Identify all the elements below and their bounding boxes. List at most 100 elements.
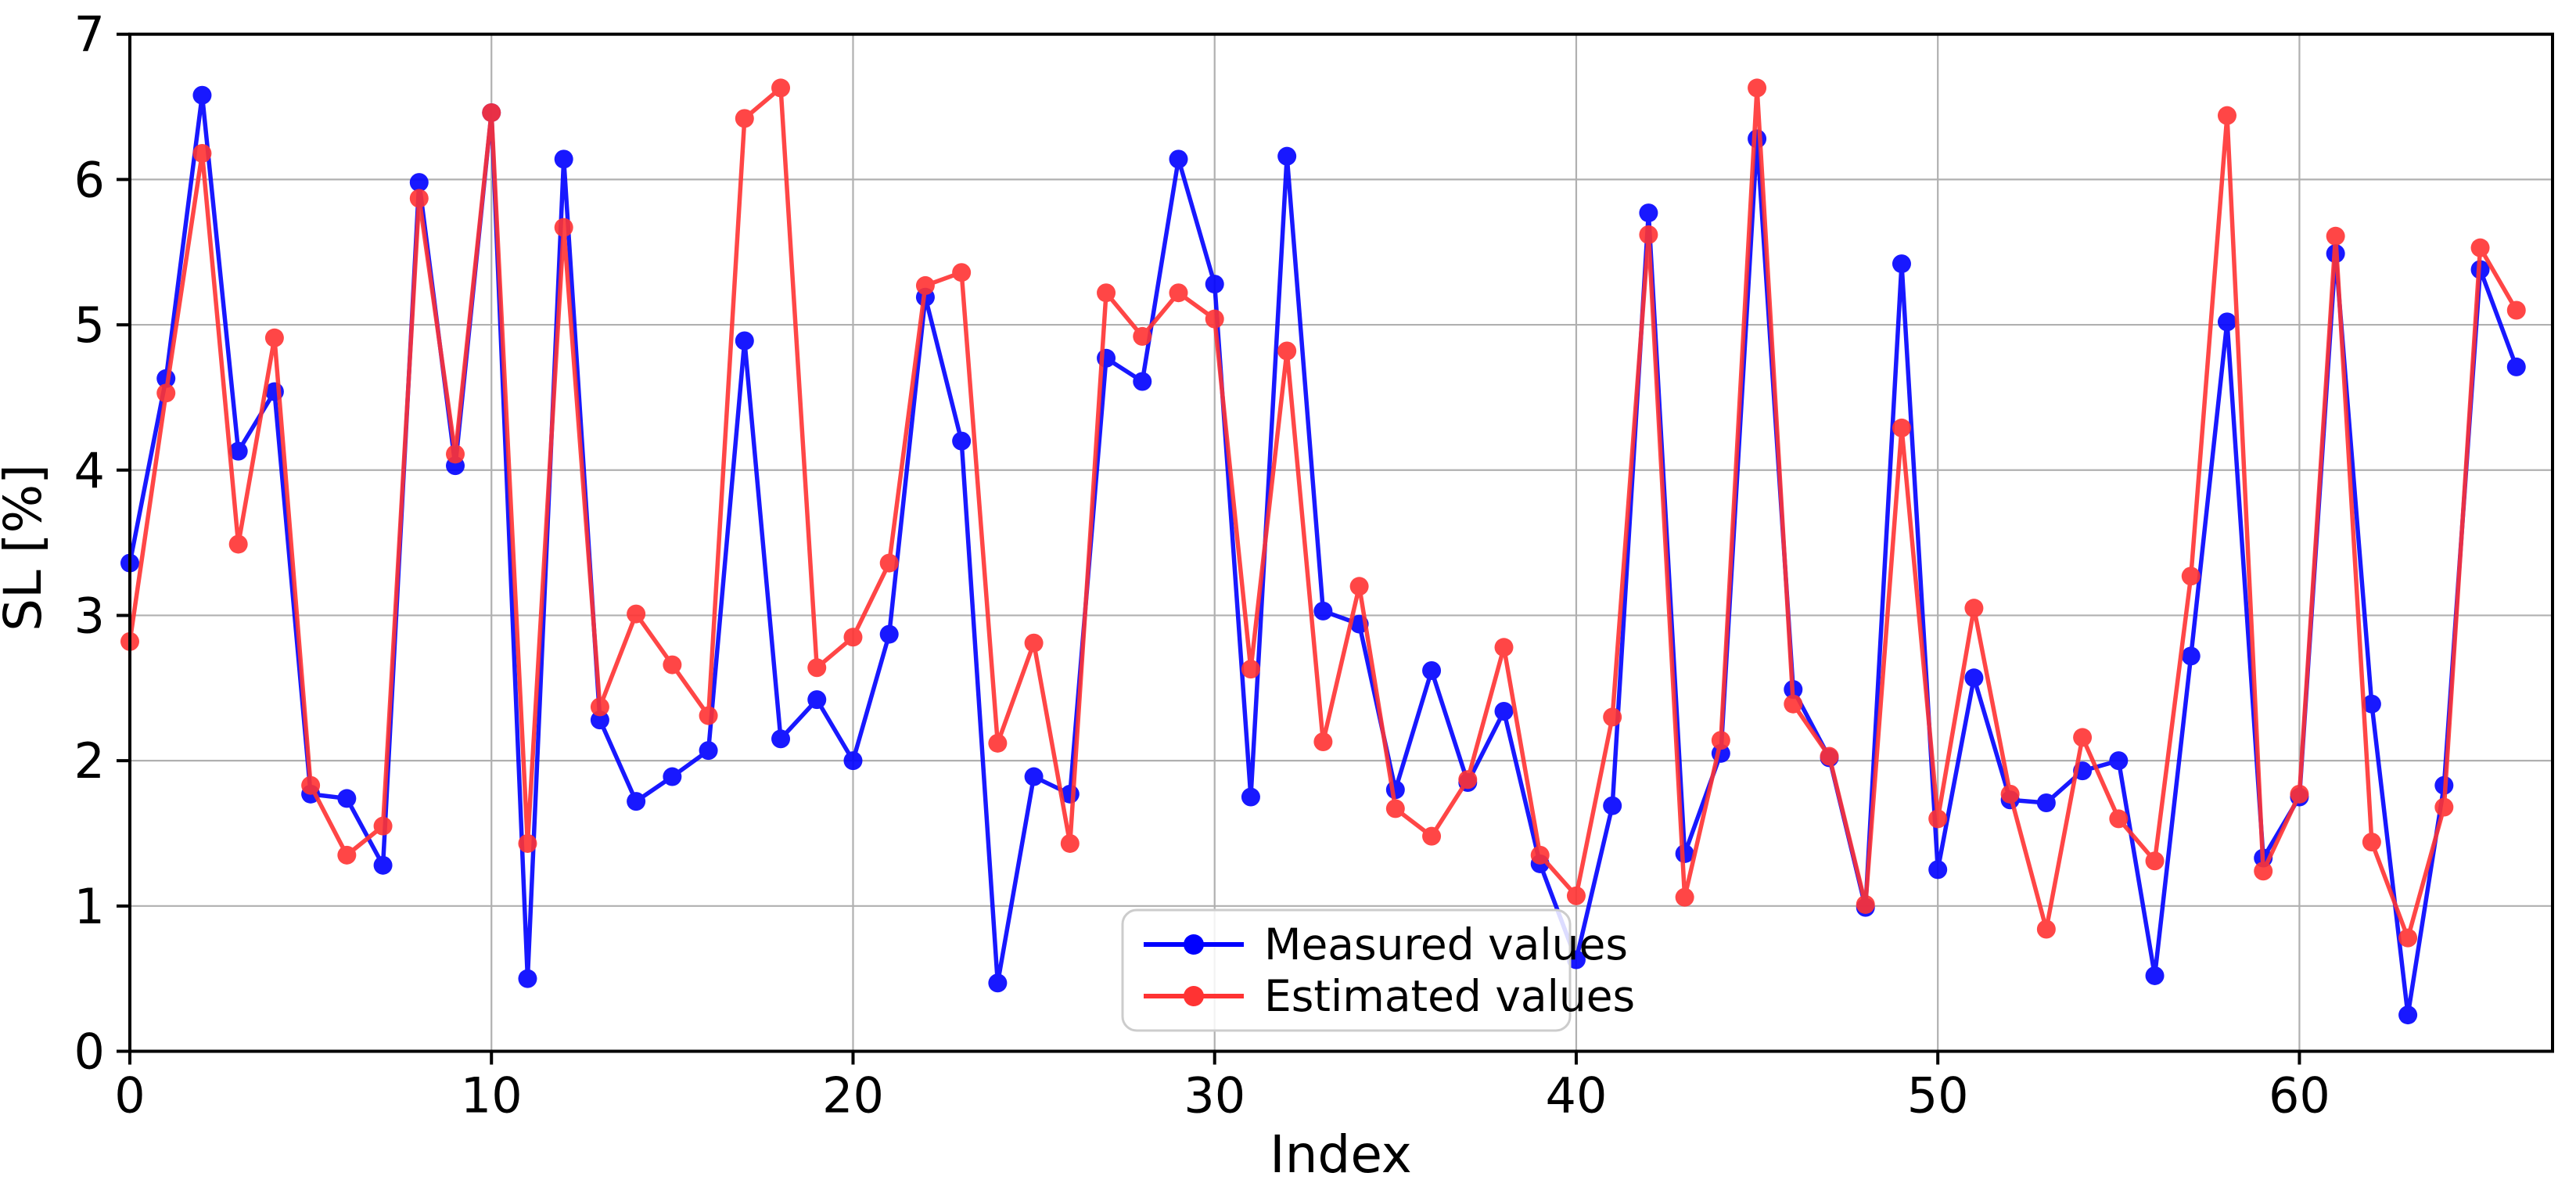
data-point [482,103,501,122]
x-tick-label: 40 [1546,1067,1608,1124]
data-point [771,78,791,98]
axis-ticks [117,32,2301,1065]
series-estimated [120,78,2526,948]
data-point [1494,638,1514,657]
data-point [2217,106,2236,125]
x-tick-label: 20 [822,1067,884,1124]
data-point [879,553,899,573]
data-point [1024,767,1044,786]
y-tick-label: 2 [74,732,105,790]
data-point [1277,146,1297,166]
x-tick-label: 60 [2269,1067,2330,1124]
data-point [1169,283,1188,303]
data-point [952,263,972,282]
data-point [2109,751,2129,771]
data-point [2362,694,2381,714]
data-point [1639,203,1658,223]
data-series [120,78,2526,1025]
data-point [518,969,537,988]
data-point [952,431,972,451]
data-point [2073,728,2093,747]
x-axis-label: Index [1270,1124,1412,1180]
legend-estimated-label: Estimated values [1264,971,1635,1021]
x-tick-label: 50 [1907,1067,1969,1124]
data-point [2181,567,2201,586]
data-point [156,383,176,403]
data-point [337,789,357,808]
data-point [699,706,718,725]
data-point [1856,894,1875,914]
data-point [2181,646,2201,666]
y-tick-label: 5 [74,297,105,354]
data-point [1530,845,1550,865]
data-point [1566,886,1586,905]
data-point [627,604,646,624]
data-point [1241,660,1260,679]
y-tick-label: 6 [74,151,105,208]
data-point [771,729,791,749]
data-point [192,85,212,105]
legend-box [1121,908,1572,1032]
legend-measured-marker [1184,934,1204,955]
x-tick-label: 30 [1184,1067,1245,1124]
y-axis-label: SL [%] [0,464,53,631]
data-point [1422,661,1442,681]
data-point [590,697,609,717]
data-point [1133,372,1152,391]
data-point [192,143,212,163]
data-point [2506,300,2526,320]
data-point [807,690,827,710]
data-point [988,973,1008,993]
data-point [2290,784,2309,804]
data-point [2036,919,2056,939]
data-point [1603,707,1622,727]
data-point [1169,149,1188,169]
data-point [590,711,609,730]
data-point [373,855,393,875]
data-point [879,624,899,644]
data-point [807,658,827,678]
data-point [1639,225,1658,244]
data-point [337,845,357,865]
legend-measured-label: Measured values [1264,919,1628,970]
data-point [1784,694,1803,714]
data-point [2434,797,2454,817]
data-point [1892,254,1911,274]
data-point [301,775,321,795]
data-point [2326,226,2345,246]
legend: Measured values Estimated values [1121,908,1635,1032]
legend-entry-measured: Measured values [1144,919,1628,970]
data-point [1458,770,1478,790]
data-point [446,444,465,464]
data-point [2506,357,2526,376]
data-point [1349,577,1369,596]
data-point [663,767,682,786]
data-point [2145,851,2165,871]
y-tick-label: 4 [74,442,105,499]
axis-tick-labels: 0 10 20 30 40 50 60 0 1 2 3 4 5 6 7 [74,6,2330,1124]
data-point [554,149,573,169]
data-point [2000,784,2020,804]
legend-estimated-marker [1184,986,1204,1006]
data-point [988,733,1008,753]
data-point [1241,787,1260,807]
x-tick-label: 10 [461,1067,523,1124]
data-point [735,331,754,351]
y-tick-label: 0 [74,1024,105,1081]
data-point [1133,326,1152,346]
data-point [373,816,393,836]
data-point [1748,129,1767,149]
data-point [663,655,682,675]
data-point [1748,78,1767,98]
plot-border [128,32,2554,1053]
data-point [518,833,537,853]
data-point [2398,928,2418,948]
data-point [228,534,248,554]
data-point [409,189,429,208]
data-point [1494,701,1514,721]
y-tick-label: 3 [74,587,105,644]
data-point [2470,238,2490,257]
data-point [1892,418,1911,437]
data-point [1313,601,1333,621]
